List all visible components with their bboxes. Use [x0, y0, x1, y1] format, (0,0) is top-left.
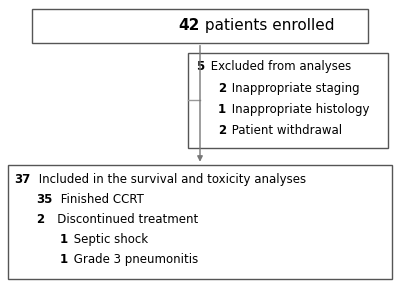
Text: 2: 2 [218, 82, 226, 95]
Text: patients enrolled: patients enrolled [200, 19, 334, 33]
Text: Inappropriate histology: Inappropriate histology [228, 103, 370, 116]
Bar [8, 165, 392, 279]
Bar [32, 9, 368, 43]
Text: 5: 5 [196, 60, 204, 73]
Bar [188, 53, 388, 148]
Text: Discontinued treatment: Discontinued treatment [46, 213, 199, 226]
Text: 1: 1 [60, 233, 68, 246]
Text: 37: 37 [14, 173, 30, 186]
Text: 35: 35 [36, 193, 52, 206]
Text: 42: 42 [179, 19, 200, 33]
Text: Inappropriate staging: Inappropriate staging [228, 82, 360, 95]
Text: Septic shock: Septic shock [70, 233, 149, 246]
Text: Grade 3 pneumonitis: Grade 3 pneumonitis [70, 253, 199, 266]
Text: 1: 1 [218, 103, 226, 116]
Text: Finished CCRT: Finished CCRT [57, 193, 144, 206]
Text: Patient withdrawal: Patient withdrawal [228, 124, 343, 137]
Text: 2: 2 [218, 124, 226, 137]
Text: Included in the survival and toxicity analyses: Included in the survival and toxicity an… [35, 173, 306, 186]
Text: 1: 1 [60, 253, 68, 266]
Text: Excluded from analyses: Excluded from analyses [207, 60, 351, 73]
Text: 2: 2 [36, 213, 44, 226]
